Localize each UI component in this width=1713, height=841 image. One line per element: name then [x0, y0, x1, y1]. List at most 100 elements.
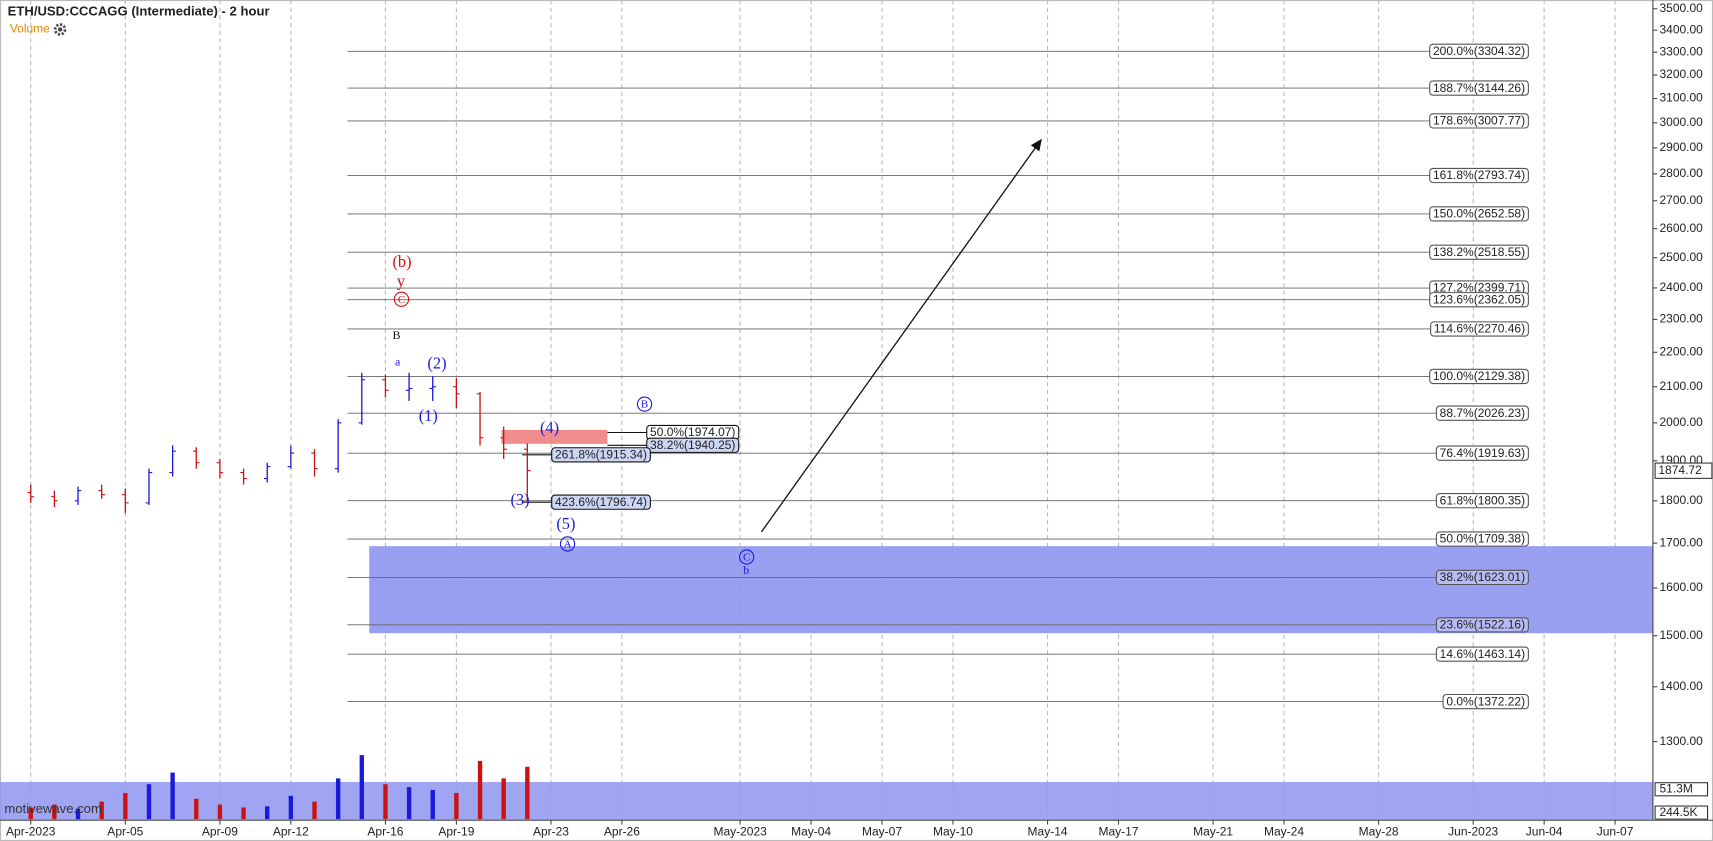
axis-labels: Apr-2023 Apr-05 Apr-09 Apr-12 Apr-16 Apr-19 Ap… — [6, 1, 1713, 838]
settings-icon[interactable] — [53, 23, 67, 36]
wave-label: y — [397, 272, 406, 291]
wave-label: C — [398, 294, 405, 306]
fib-label-box — [1429, 80, 1529, 96]
wave-label: (1) — [419, 406, 438, 425]
target-label-box — [551, 447, 651, 463]
y-tick-label: 2400.00 — [1659, 280, 1703, 294]
volume-tag — [1654, 782, 1709, 797]
wave-circle — [559, 536, 576, 552]
y-tick-label: 3000.00 — [1659, 115, 1703, 129]
y-tick-label: 3500.00 — [1659, 1, 1703, 15]
volume-bar — [99, 801, 104, 820]
volume-bar — [525, 766, 530, 820]
y-tick-label: 2500.00 — [1659, 250, 1703, 264]
x-tick-label: May-07 — [862, 824, 902, 838]
fib-label-box — [1435, 569, 1529, 586]
wave-label: (2) — [427, 354, 446, 373]
price-bars — [27, 372, 531, 514]
x-tick-label: Apr-26 — [604, 824, 640, 838]
x-tick-label: May-14 — [1028, 824, 1068, 838]
volume-bar — [194, 798, 199, 820]
fib-label: 138.2%(2518.55) — [1433, 245, 1525, 259]
target-label: 261.8%(1915.34) — [555, 448, 647, 462]
fib-label-box — [1435, 617, 1529, 633]
y-tick-label: 2700.00 — [1659, 193, 1703, 207]
y-tick-label: 1300.00 — [1659, 734, 1703, 748]
wave-label: a — [395, 354, 401, 368]
y-tick-label: 2200.00 — [1659, 344, 1703, 358]
wave-label: B — [393, 328, 401, 342]
target-label-box — [551, 494, 651, 510]
fib-label-box — [1429, 167, 1529, 184]
fib-label-box — [1442, 693, 1529, 710]
y-tick-label: 2100.00 — [1659, 379, 1703, 393]
y-tick-label: 1400.00 — [1659, 679, 1703, 693]
volume-tag-label: 51.3M — [1659, 781, 1692, 795]
x-tick-label: Jun-2023 — [1448, 824, 1498, 838]
wave-label: (b) — [392, 252, 411, 271]
volume-bar — [217, 804, 223, 820]
fib-label-box — [1429, 206, 1529, 222]
x-tick-label: May-2023 — [713, 824, 767, 838]
chart-title: ETH/USD:CCCAGG (Intermediate) - 2 hour — [8, 3, 270, 18]
volume-bar — [383, 784, 388, 820]
volume-bar — [75, 808, 81, 820]
fib-label-box — [1435, 493, 1529, 509]
y-tick-label: 2300.00 — [1659, 312, 1703, 326]
x-tick-label: May-10 — [933, 824, 973, 838]
wave-label: C — [743, 552, 750, 564]
x-tick-label: May-24 — [1264, 824, 1304, 838]
x-tick-label: May-17 — [1098, 824, 1138, 838]
fib-label: 38.2%(1623.01) — [1440, 570, 1525, 584]
fib-label-box — [1429, 244, 1529, 260]
fib-label-box — [1435, 531, 1529, 547]
wave-label: (3) — [510, 490, 529, 509]
fib-label-box — [1435, 445, 1529, 461]
fib-label-box — [1430, 321, 1529, 337]
y-tick-label: 1500.00 — [1659, 628, 1703, 642]
watermark: motivewave.com — [4, 801, 102, 816]
volume-bar — [52, 804, 57, 820]
y-tick-label: 2600.00 — [1659, 221, 1703, 235]
target-label: 50.0%(1974.07) — [650, 425, 735, 439]
x-tick-label: Apr-09 — [202, 824, 238, 838]
x-tick-label: Apr-19 — [438, 824, 474, 838]
y-tick-label: 3100.00 — [1659, 91, 1703, 105]
target-label: 423.6%(1796.74) — [555, 495, 647, 509]
y-tick-label: 1700.00 — [1659, 535, 1703, 549]
fib-label-box — [1435, 646, 1529, 662]
target-label-box — [646, 437, 740, 453]
fib-label: 0.0%(1372.22) — [1446, 694, 1525, 708]
volume-bar — [288, 795, 294, 820]
fib-label: 188.7%(3144.26) — [1433, 81, 1525, 95]
fib-label-box — [1435, 405, 1529, 421]
volume-bar — [312, 801, 317, 820]
fib-label: 76.4%(1919.63) — [1440, 446, 1525, 460]
fib-label: 127.2%(2399.71) — [1433, 281, 1525, 295]
wave-circle — [393, 291, 410, 307]
projection-arrow — [760, 138, 1042, 533]
wave-label: B — [641, 399, 648, 411]
wave-label: b — [743, 563, 749, 577]
volume-zone — [0, 782, 1653, 821]
volume-bar — [501, 778, 506, 820]
fib-label: 123.6%(2362.05) — [1433, 292, 1525, 306]
wave-circle — [636, 396, 653, 412]
volume-bar — [123, 792, 128, 820]
fib-label-box — [1429, 113, 1529, 129]
y-tick-label: 3200.00 — [1659, 67, 1703, 81]
volume-bar — [241, 807, 246, 820]
volume-bar — [477, 760, 483, 820]
volume-tag-label: 244.5K — [1659, 805, 1697, 819]
x-tick-label: Jun-07 — [1597, 824, 1634, 838]
target-label: 38.2%(1940.25) — [650, 438, 735, 452]
fib-levels: 200.0%(3304.32) 188.7%(3144.26) 178.6%(300… — [347, 43, 1529, 710]
volume-bar — [359, 755, 364, 820]
fib-label: 178.6%(3007.77) — [1433, 114, 1525, 128]
x-tick-label: May-21 — [1193, 824, 1233, 838]
fib-label: 88.7%(2026.23) — [1440, 406, 1525, 420]
y-tick-label: 2800.00 — [1659, 166, 1703, 180]
volume-legend: Volume — [10, 22, 50, 36]
wave-circle — [739, 549, 755, 565]
